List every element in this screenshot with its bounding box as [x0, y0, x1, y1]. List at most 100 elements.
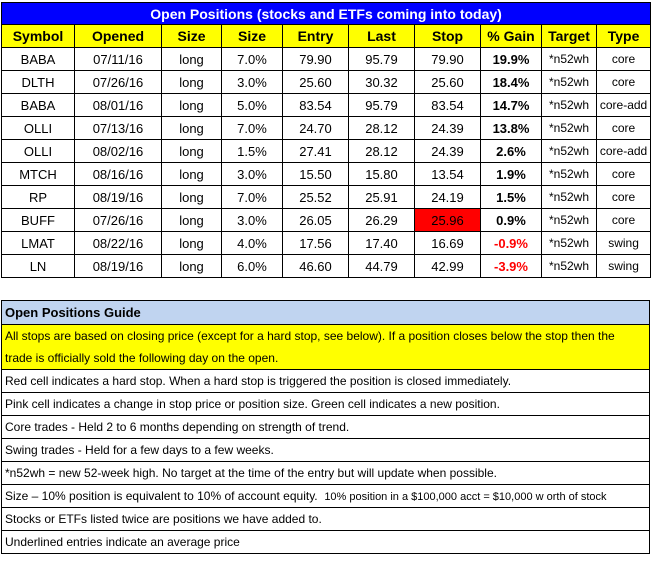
table-row: RP 08/19/16 long 7.0% 25.52 25.91 24.19 …: [1, 185, 652, 209]
stop-cell-hard-stop: 25.96: [414, 208, 481, 232]
open-positions-table: Open Positions (stocks and ETFs coming i…: [0, 2, 652, 278]
size-cell: long: [161, 185, 222, 209]
gain-cell: 13.8%: [480, 116, 542, 140]
header-opened: Opened: [74, 24, 162, 48]
size-cell: long: [161, 47, 222, 71]
gain-cell: -3.9%: [480, 254, 542, 278]
last-cell: 28.12: [348, 116, 415, 140]
guide-title: Open Positions Guide: [1, 300, 650, 325]
type-cell: core-add: [595, 139, 652, 163]
stop-cell: 13.54: [414, 162, 481, 186]
last-cell: 26.29: [348, 208, 415, 232]
target-cell: *n52wh: [541, 231, 597, 255]
stop-cell: 24.39: [414, 116, 481, 140]
header-size: Size: [161, 24, 222, 48]
target-cell: *n52wh: [541, 93, 597, 117]
symbol-cell: LN: [1, 254, 75, 278]
type-cell: core: [595, 185, 652, 209]
size-pct-cell: 3.0%: [221, 208, 283, 232]
last-cell: 17.40: [348, 231, 415, 255]
header-size-pct: Size: [221, 24, 283, 48]
entry-cell: 25.60: [282, 70, 349, 94]
guide-red-cell: Red cell indicates a hard stop. When a h…: [1, 369, 650, 393]
target-cell: *n52wh: [541, 254, 597, 278]
opened-cell: 07/26/16: [74, 208, 162, 232]
size-cell: long: [161, 139, 222, 163]
size-cell: long: [161, 162, 222, 186]
symbol-cell: OLLI: [1, 139, 75, 163]
guide-listed-twice: Stocks or ETFs listed twice are position…: [1, 507, 650, 531]
guide-swing-trades: Swing trades - Held for a few days to a …: [1, 438, 650, 462]
size-pct-cell: 7.0%: [221, 116, 283, 140]
symbol-cell: RP: [1, 185, 75, 209]
last-cell: 25.91: [348, 185, 415, 209]
size-pct-cell: 5.0%: [221, 93, 283, 117]
symbol-cell: OLLI: [1, 116, 75, 140]
type-cell: core: [595, 47, 652, 71]
last-cell: 30.32: [348, 70, 415, 94]
type-cell: swing: [595, 254, 652, 278]
guide-size-main: Size – 10% position is equivalent to 10%…: [5, 489, 318, 503]
type-cell: core: [595, 116, 652, 140]
target-cell: *n52wh: [541, 208, 597, 232]
gain-cell: 18.4%: [480, 70, 542, 94]
type-cell: core: [595, 208, 652, 232]
stop-cell: 25.60: [414, 70, 481, 94]
guide-stops-line-1: All stops are based on closing price (ex…: [1, 324, 650, 347]
last-cell: 95.79: [348, 47, 415, 71]
last-cell: 28.12: [348, 139, 415, 163]
table-row: OLLI 08/02/16 long 1.5% 27.41 28.12 24.3…: [1, 139, 652, 163]
table-row: MTCH 08/16/16 long 3.0% 15.50 15.80 13.5…: [1, 162, 652, 186]
target-cell: *n52wh: [541, 185, 597, 209]
gain-cell: 1.5%: [480, 185, 542, 209]
last-cell: 44.79: [348, 254, 415, 278]
opened-cell: 08/01/16: [74, 93, 162, 117]
stop-cell: 42.99: [414, 254, 481, 278]
guide-core-trades: Core trades - Held 2 to 6 months dependi…: [1, 415, 650, 439]
target-cell: *n52wh: [541, 116, 597, 140]
symbol-cell: BABA: [1, 47, 75, 71]
stop-cell: 24.39: [414, 139, 481, 163]
entry-cell: 24.70: [282, 116, 349, 140]
guide-size-example: 10% position in a $100,000 acct = $10,00…: [324, 491, 607, 503]
gain-cell: 0.9%: [480, 208, 542, 232]
size-pct-cell: 4.0%: [221, 231, 283, 255]
opened-cell: 08/19/16: [74, 185, 162, 209]
entry-cell: 27.41: [282, 139, 349, 163]
header-last: Last: [348, 24, 415, 48]
guide-n52wh: *n52wh = new 52-week high. No target at …: [1, 461, 650, 485]
guide-underlined: Underlined entries indicate an average p…: [1, 530, 650, 554]
target-cell: *n52wh: [541, 70, 597, 94]
opened-cell: 07/13/16: [74, 116, 162, 140]
target-cell: *n52wh: [541, 162, 597, 186]
opened-cell: 07/26/16: [74, 70, 162, 94]
gain-cell: 19.9%: [480, 47, 542, 71]
type-cell: swing: [595, 231, 652, 255]
target-cell: *n52wh: [541, 47, 597, 71]
size-cell: long: [161, 208, 222, 232]
entry-cell: 79.90: [282, 47, 349, 71]
header-gain: % Gain: [480, 24, 542, 48]
size-pct-cell: 1.5%: [221, 139, 283, 163]
symbol-cell: LMAT: [1, 231, 75, 255]
gain-cell: 1.9%: [480, 162, 542, 186]
table-row: LMAT 08/22/16 long 4.0% 17.56 17.40 16.6…: [1, 231, 652, 255]
symbol-cell: DLTH: [1, 70, 75, 94]
entry-cell: 17.56: [282, 231, 349, 255]
table-title: Open Positions (stocks and ETFs coming i…: [0, 2, 652, 25]
size-pct-cell: 7.0%: [221, 185, 283, 209]
header-target: Target: [541, 24, 597, 48]
size-cell: long: [161, 231, 222, 255]
stop-cell: 83.54: [414, 93, 481, 117]
table-row: DLTH 07/26/16 long 3.0% 25.60 30.32 25.6…: [1, 70, 652, 94]
header-entry: Entry: [282, 24, 349, 48]
last-cell: 15.80: [348, 162, 415, 186]
entry-cell: 46.60: [282, 254, 349, 278]
table-row: BABA 07/11/16 long 7.0% 79.90 95.79 79.9…: [1, 47, 652, 71]
guide-pink-cell: Pink cell indicates a change in stop pri…: [1, 392, 650, 416]
gain-cell: -0.9%: [480, 231, 542, 255]
table-row: BUFF 07/26/16 long 3.0% 26.05 26.29 25.9…: [1, 208, 652, 232]
type-cell: core: [595, 162, 652, 186]
type-cell: core: [595, 70, 652, 94]
size-cell: long: [161, 116, 222, 140]
